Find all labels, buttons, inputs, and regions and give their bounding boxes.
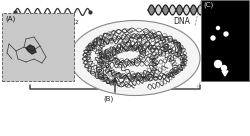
Polygon shape	[222, 71, 228, 76]
Text: (C): (C)	[203, 2, 213, 8]
Circle shape	[211, 36, 215, 40]
FancyBboxPatch shape	[201, 0, 249, 81]
Text: (A): (A)	[5, 15, 15, 21]
Ellipse shape	[70, 21, 200, 95]
Circle shape	[222, 66, 226, 70]
Text: DNA: DNA	[174, 17, 190, 26]
Text: (B): (B)	[103, 96, 113, 103]
Polygon shape	[26, 45, 36, 54]
Text: Arg₂-PEG-Arg₂: Arg₂-PEG-Arg₂	[26, 17, 79, 26]
Circle shape	[216, 27, 220, 30]
FancyBboxPatch shape	[2, 13, 74, 81]
Circle shape	[224, 32, 228, 36]
Circle shape	[214, 61, 222, 67]
